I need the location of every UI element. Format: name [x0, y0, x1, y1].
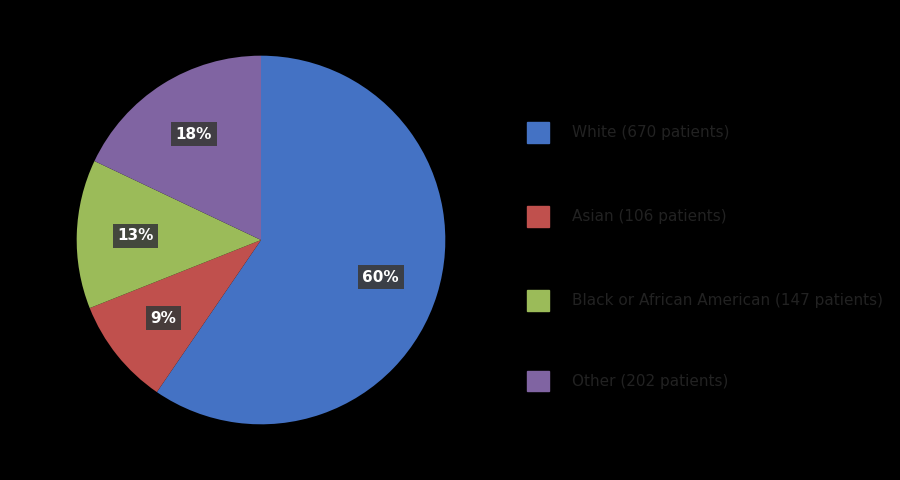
Text: Black or African American (147 patients): Black or African American (147 patients) [572, 293, 883, 308]
Bar [526, 371, 549, 391]
Wedge shape [76, 161, 261, 308]
Text: Asian (106 patients): Asian (106 patients) [572, 209, 726, 224]
Bar [526, 122, 549, 143]
Text: 13%: 13% [118, 228, 154, 243]
Wedge shape [157, 56, 446, 424]
Bar [526, 290, 549, 311]
Wedge shape [90, 240, 261, 392]
Text: 60%: 60% [363, 270, 399, 285]
Bar [526, 206, 549, 227]
Text: 18%: 18% [176, 127, 212, 142]
Text: Other (202 patients): Other (202 patients) [572, 373, 728, 389]
Wedge shape [94, 56, 261, 240]
Text: 9%: 9% [150, 311, 176, 326]
Text: White (670 patients): White (670 patients) [572, 125, 730, 140]
